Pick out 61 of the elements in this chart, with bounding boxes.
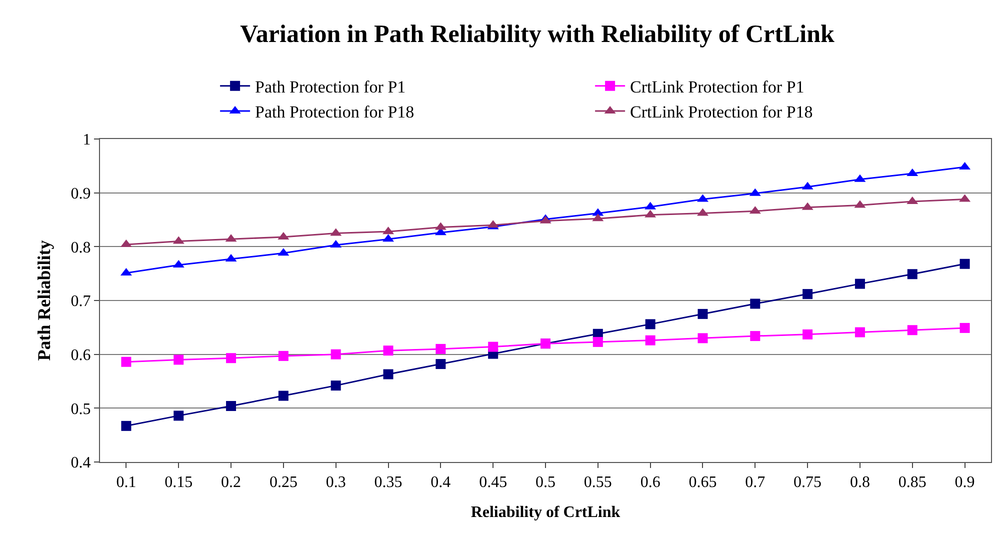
chart-title: Variation in Path Reliability with Reliability of CrtLink: [240, 20, 835, 48]
point: [645, 319, 656, 330]
point: [592, 336, 603, 347]
x-tick-label: 0.6: [640, 474, 660, 492]
y-tick-label: 0.8: [70, 239, 91, 256]
y-tick-label: 0.9: [70, 185, 91, 202]
point: [121, 420, 132, 431]
legend-label: CrtLink Protection for P1: [630, 77, 804, 96]
x-tick-label: 0.5: [536, 474, 556, 492]
x-tick-label: 0.7: [745, 474, 766, 492]
point: [907, 269, 918, 280]
point: [698, 333, 708, 344]
point: [226, 401, 236, 412]
x-tick-label: 0.1: [116, 474, 136, 492]
x-tick-label: 0.75: [794, 474, 822, 492]
point: [698, 308, 708, 319]
point: [383, 369, 394, 380]
x-tick-label: 0.65: [688, 474, 717, 492]
x-tick-label: 0.35: [374, 474, 402, 492]
x-tick-label: 0.55: [584, 474, 612, 492]
y-tick-label: 1: [82, 132, 91, 149]
point: [907, 325, 918, 336]
point: [330, 380, 341, 391]
point: [174, 410, 184, 421]
legend-label: Path Protection for P1: [255, 77, 406, 96]
x-axis-title: Reliability of CrtLink: [470, 504, 620, 521]
x-tick-label: 0.9: [954, 474, 975, 492]
point: [278, 350, 288, 361]
y-axis-title: Path Reliability: [34, 240, 54, 361]
x-tick-label: 0.45: [479, 474, 508, 492]
x-tick-label: 0.3: [326, 474, 346, 492]
point: [436, 344, 446, 354]
x-tick-label: 0.4: [430, 474, 451, 492]
point: [960, 322, 970, 333]
point: [854, 327, 865, 338]
y-tick-label: 0.7: [70, 293, 91, 310]
x-tick-label: 0.25: [269, 474, 298, 492]
x-tick-label: 0.2: [221, 474, 242, 492]
point: [226, 353, 236, 364]
point: [278, 390, 288, 401]
point: [750, 298, 760, 309]
point: [802, 289, 813, 300]
point: [750, 331, 760, 342]
x-tick-label: 0.15: [164, 474, 193, 492]
point: [174, 354, 184, 365]
x-tick-label: 0.8: [850, 474, 870, 492]
point: [330, 349, 341, 360]
legend-label: Path Protection for P18: [255, 102, 414, 122]
point: [121, 356, 132, 367]
y-tick-label: 0.6: [70, 346, 91, 364]
point: [383, 346, 394, 356]
point: [645, 335, 656, 346]
point: [488, 342, 498, 352]
y-tick-label: 0.4: [70, 454, 91, 472]
y-tick-label: 0.5: [70, 400, 91, 418]
point: [960, 258, 970, 269]
x-tick-label: 0.85: [898, 474, 926, 492]
point: [436, 359, 446, 370]
point: [854, 278, 865, 289]
legend-label: CrtLink Protection for P18: [630, 102, 813, 122]
point: [802, 329, 813, 340]
